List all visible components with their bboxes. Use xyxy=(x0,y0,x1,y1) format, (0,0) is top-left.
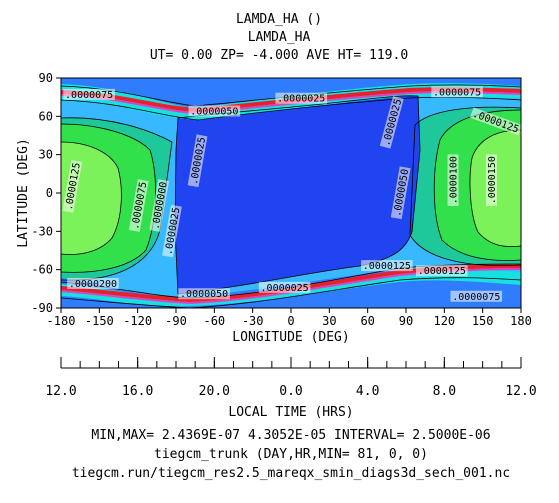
contour-label: .0000075 xyxy=(63,88,115,101)
contour-label-text: .0000050 xyxy=(190,107,238,118)
x-tick-label: 0 xyxy=(287,314,294,328)
contour-label: .0000100 xyxy=(447,154,460,207)
contour-label: .0000075 xyxy=(431,86,483,98)
x-tick-label: 180 xyxy=(510,314,532,328)
x-tick-label: -60 xyxy=(203,314,225,328)
footer-model: tiegcm_trunk (DAY,HR,MIN= 81, 0, 0) xyxy=(154,447,428,462)
y-tick-label: -90 xyxy=(31,301,53,315)
local-time-ticks: 12.0 16.0 20.0 0.0 4.0 8.0 12.0 xyxy=(45,357,537,399)
contour-label-text: .0000050 xyxy=(180,289,228,300)
contour-label-text: .0000075 xyxy=(452,292,500,303)
contour-label: .0000025 xyxy=(258,281,311,294)
y-tick-label: 0 xyxy=(46,186,53,200)
x-axis-ticks: -180 -150 -120 -90 -60 -30 0 30 60 90 120 150 180 xyxy=(47,308,532,328)
x-tick-label: -30 xyxy=(242,314,264,328)
chart-title: LAMDA_HA () xyxy=(235,12,323,27)
contour-label-text: .0000100 xyxy=(449,156,460,204)
contour-label-text: .0000150 xyxy=(487,156,498,204)
contour-label-text: .0000025 xyxy=(261,283,309,294)
contour-label: .0000150 xyxy=(485,154,498,207)
contour-label: .0000125 xyxy=(361,260,413,272)
x-tick-label: 150 xyxy=(472,314,494,328)
chart-header-line: UT= 0.00 ZP= -4.000 AVE HT= 119.0 xyxy=(149,48,409,63)
contour-label: .0000075 xyxy=(450,290,503,303)
local-time-tick-label: 0.0 xyxy=(279,384,302,399)
contour-label-text: .0000075 xyxy=(433,87,481,98)
x-axis-label: LONGITUDE (DEG) xyxy=(232,330,349,345)
contour-label-text: .0000125 xyxy=(363,261,411,272)
local-time-tick-label: 20.0 xyxy=(199,384,230,399)
x-tick-label: 30 xyxy=(322,314,336,328)
contour-label: .0000050 xyxy=(178,288,230,300)
contour-label-text: .0000200 xyxy=(69,279,117,290)
x-tick-label: -90 xyxy=(165,314,187,328)
y-axis-label: LATITUDE (DEG) xyxy=(16,138,31,248)
local-time-tick-label: 12.0 xyxy=(45,384,76,399)
south-band-teal xyxy=(61,269,521,307)
contour-label-text: .0000125 xyxy=(418,266,466,277)
y-tick-label: 90 xyxy=(39,71,53,85)
x-tick-label: 120 xyxy=(433,314,455,328)
x-tick-label: 60 xyxy=(360,314,374,328)
x-tick-label: -150 xyxy=(85,314,114,328)
y-tick-label: -60 xyxy=(31,263,53,277)
footer-minmax: MIN,MAX= 2.4369E-07 4.3052E-05 INTERVAL=… xyxy=(91,428,491,443)
y-axis-ticks: -90 -60 -30 0 30 60 90 xyxy=(31,71,61,315)
contour-label-text: .0000075 xyxy=(65,90,113,101)
x-tick-label: -120 xyxy=(123,314,152,328)
local-time-tick-label: 8.0 xyxy=(433,384,456,399)
x-tick-label: -180 xyxy=(47,314,76,328)
local-time-tick-label: 16.0 xyxy=(122,384,153,399)
y-tick-label: 60 xyxy=(39,109,53,123)
local-time-tick-label: 4.0 xyxy=(356,384,379,399)
local-time-label: LOCAL TIME (HRS) xyxy=(228,405,353,420)
y-tick-label: -30 xyxy=(31,224,53,238)
contour-fill: .0000075 .0000050 .0000025 .0000075 .0000025… xyxy=(61,78,521,308)
contour-label: .0000125 xyxy=(415,265,468,277)
x-tick-label: 90 xyxy=(399,314,413,328)
central-minimum-region xyxy=(175,95,420,294)
contour-label: .0000050 xyxy=(188,105,241,118)
contour-label: .0000025 xyxy=(275,92,328,105)
footer-file: tiegcm.run/tiegcm_res2.5_mareqx_smin_dia… xyxy=(71,466,511,481)
chart-subtitle: LAMDA_HA xyxy=(247,30,311,45)
contour-label-text: .0000025 xyxy=(277,94,325,105)
y-tick-label: 30 xyxy=(39,148,53,162)
contour-label: .0000200 xyxy=(67,278,119,290)
local-time-tick-label: 12.0 xyxy=(505,384,536,399)
